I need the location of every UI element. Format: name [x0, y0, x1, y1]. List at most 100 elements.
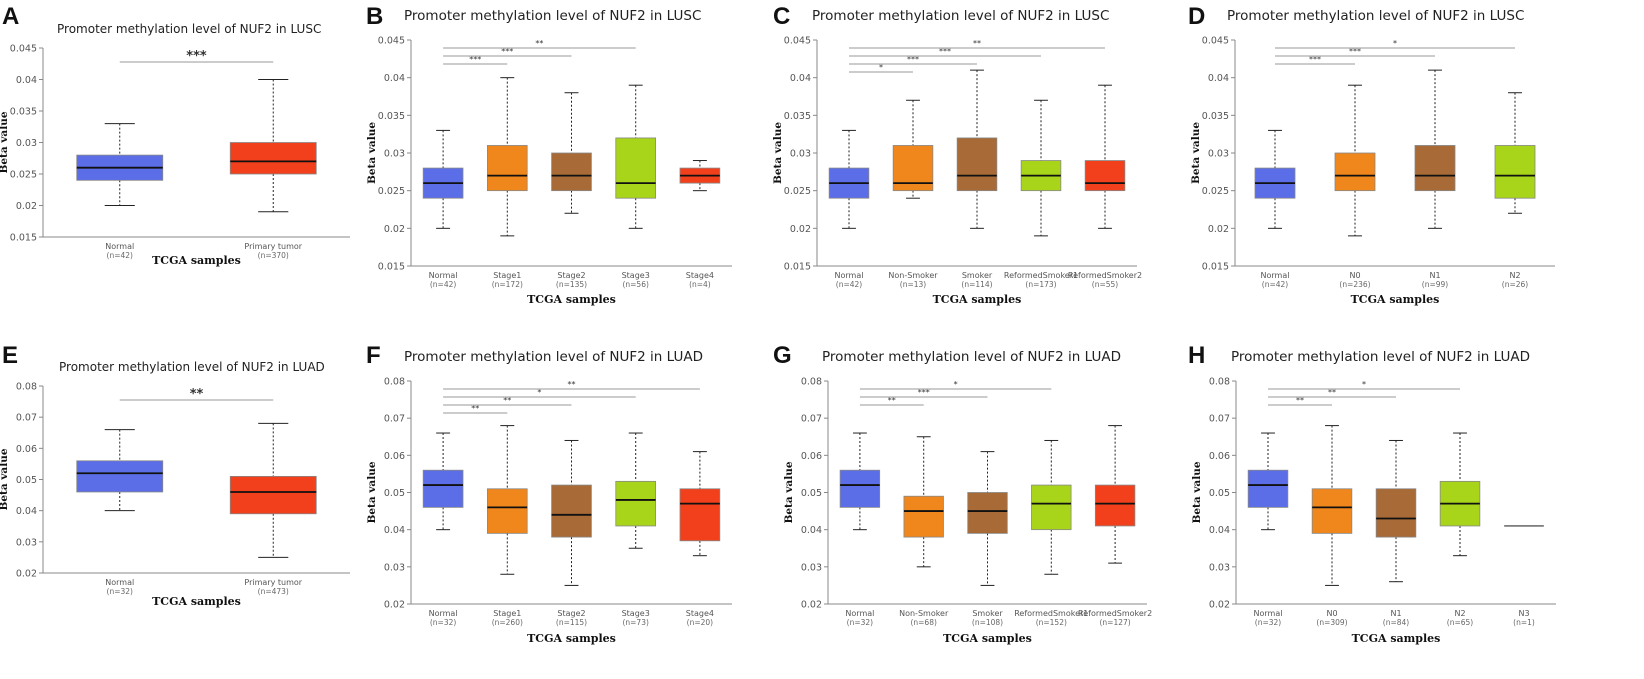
- x-axis-label: TCGA samples: [943, 632, 1032, 645]
- x-tick-label: Stage2: [557, 271, 585, 280]
- y-tick-label: 0.02: [1209, 600, 1230, 611]
- x-tick-label: Stage4: [686, 609, 714, 618]
- box-stage2: [551, 439, 592, 586]
- chart-title: Promoter methylation level of NUF2 in LU…: [1231, 349, 1530, 365]
- x-tick-label: Normal: [1261, 271, 1290, 280]
- box-reformedsmoker2: [1084, 84, 1126, 229]
- y-tick-label: 0.07: [16, 413, 37, 424]
- box-body: [615, 480, 657, 527]
- sample-count-label: (n=173): [1025, 280, 1056, 289]
- y-tick-label: 0.04: [801, 525, 822, 536]
- x-tick-label: ReformedSmoker1: [1004, 271, 1078, 280]
- x-axis-label: TCGA samples: [527, 293, 616, 306]
- y-tick-label: 0.08: [1209, 377, 1230, 388]
- y-tick-label: 0.04: [16, 75, 37, 86]
- sample-count-label: (n=172): [492, 280, 523, 289]
- box-stage1: [486, 425, 528, 575]
- box-stage4: [679, 160, 721, 192]
- sample-count-label: (n=32): [847, 618, 874, 627]
- y-tick-label: 0.035: [1202, 111, 1229, 122]
- x-tick-label: N0: [1349, 271, 1360, 280]
- significance-label: *: [954, 380, 958, 389]
- box-non-smoker: [903, 436, 944, 568]
- significance-label: **: [535, 39, 543, 48]
- box-smoker: [956, 69, 998, 229]
- y-tick-label: 0.03: [801, 562, 822, 573]
- chart-title: Promoter methylation level of NUF2 in LU…: [57, 22, 321, 36]
- y-tick-label: 0.07: [1209, 414, 1230, 425]
- x-tick-label: Smoker: [972, 609, 1003, 618]
- sample-count-label: (n=20): [687, 618, 714, 627]
- chart-title: Promoter methylation level of NUF2 in LU…: [822, 349, 1121, 365]
- sample-count-label: (n=68): [910, 618, 937, 627]
- x-tick-label: Normal: [105, 578, 134, 587]
- box-reformedsmoker1: [1031, 439, 1072, 575]
- box-n1: [1414, 69, 1456, 229]
- box-normal: [1247, 432, 1289, 531]
- x-tick-label: Stage1: [493, 271, 521, 280]
- chart-title: Promoter methylation level of NUF2 in LU…: [404, 349, 703, 365]
- box-stage3: [615, 432, 657, 549]
- y-tick-label: 0.08: [16, 382, 37, 393]
- x-tick-label: Normal: [105, 242, 134, 251]
- y-tick-label: 0.08: [384, 377, 405, 388]
- y-tick-label: 0.04: [1208, 73, 1229, 84]
- sample-count-label: (n=32): [430, 618, 457, 627]
- box-normal: [1254, 129, 1296, 229]
- x-tick-label: N0: [1326, 609, 1337, 618]
- x-axis-label: TCGA samples: [1352, 632, 1441, 645]
- box-stage2: [551, 92, 592, 214]
- y-tick-label: 0.035: [378, 111, 405, 122]
- y-tick-label: 0.07: [384, 414, 405, 425]
- significance-label: **: [973, 39, 981, 48]
- y-tick-label: 0.025: [784, 186, 811, 197]
- box-reformedsmoker1: [1020, 99, 1062, 237]
- significance-label: **: [888, 396, 896, 405]
- x-axis-label: TCGA samples: [933, 293, 1022, 306]
- sample-count-label: (n=260): [492, 618, 523, 627]
- box-body: [1084, 160, 1126, 192]
- box-smoker: [967, 451, 1008, 586]
- box-normal: [76, 123, 164, 206]
- x-tick-label: ReformedSmoker2: [1078, 609, 1152, 618]
- y-tick-label: 0.03: [1208, 149, 1229, 160]
- sample-count-label: (n=55): [1092, 280, 1119, 289]
- y-tick-label: 0.02: [1208, 224, 1229, 235]
- x-axis-label: TCGA samples: [152, 254, 241, 267]
- y-tick-label: 0.05: [16, 475, 37, 486]
- y-tick-label: 0.06: [16, 444, 37, 455]
- x-tick-label: Stage1: [493, 609, 521, 618]
- box-body: [551, 152, 592, 192]
- significance-label: ***: [1349, 47, 1361, 56]
- sample-count-label: (n=127): [1099, 618, 1130, 627]
- y-tick-label: 0.04: [16, 506, 37, 517]
- box-body: [1247, 469, 1289, 508]
- significance-label: *: [1393, 39, 1397, 48]
- box-body: [903, 495, 944, 538]
- box-n0: [1334, 84, 1376, 237]
- sample-count-label: (n=73): [622, 618, 649, 627]
- significance-label: ***: [939, 47, 951, 56]
- x-tick-label: Stage4: [686, 271, 714, 280]
- significance-label: *: [537, 388, 541, 397]
- box-body: [956, 137, 998, 192]
- significance-label: **: [1328, 388, 1336, 397]
- box-body: [551, 484, 592, 538]
- y-tick-label: 0.02: [16, 201, 37, 212]
- y-tick-label: 0.03: [16, 537, 37, 548]
- sample-count-label: (n=370): [258, 251, 289, 260]
- x-tick-label: N1: [1429, 271, 1440, 280]
- box-non-smoker: [892, 99, 934, 199]
- y-tick-label: 0.015: [784, 262, 811, 273]
- y-axis-label: Beta value: [1190, 122, 1202, 184]
- chart-panel-e: E Promoter methylation level of NUF2 in L…: [0, 342, 350, 608]
- y-tick-label: 0.045: [378, 36, 405, 47]
- box-body: [1375, 488, 1417, 538]
- y-tick-label: 0.03: [790, 149, 811, 160]
- box-body: [229, 475, 317, 515]
- box-n2: [1494, 92, 1536, 214]
- chart-panel-b: B Promoter methylation level of NUF2 in L…: [366, 3, 732, 306]
- y-tick-label: 0.06: [801, 451, 822, 462]
- sample-count-label: (n=473): [258, 587, 289, 596]
- box-body: [967, 492, 1008, 534]
